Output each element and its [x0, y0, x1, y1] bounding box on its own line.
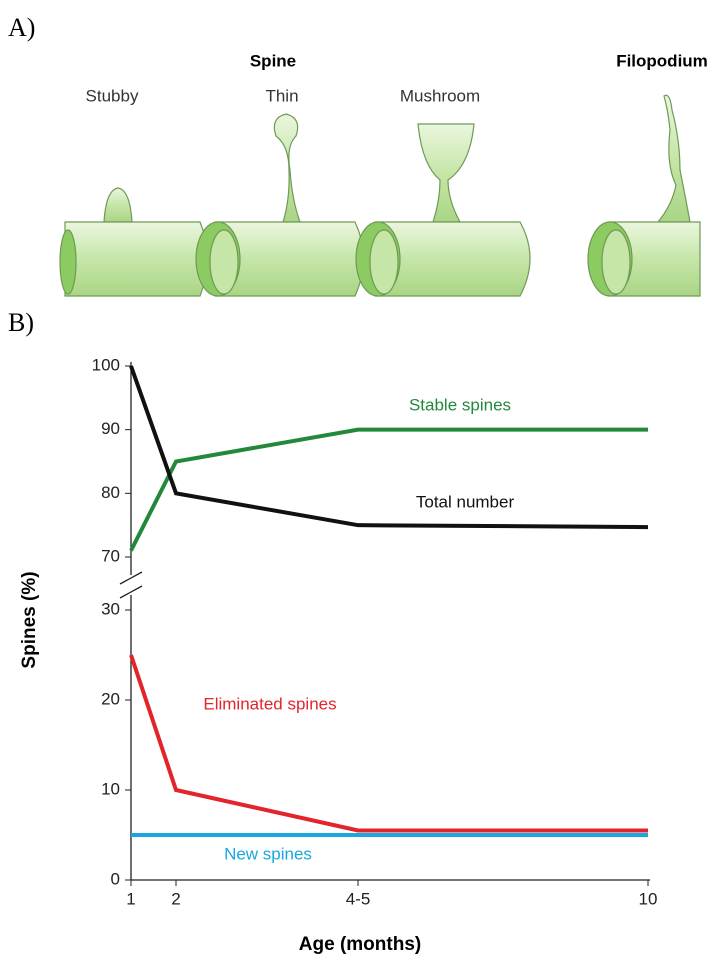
- diagram-label: Thin: [265, 86, 298, 105]
- series-label: New spines: [224, 844, 312, 863]
- series-line: [131, 366, 648, 527]
- x-tick-label: 10: [639, 889, 658, 908]
- panel-label: A): [8, 13, 35, 42]
- diagram-label: Stubby: [86, 86, 139, 105]
- axes: [120, 362, 650, 880]
- y-tick-label: 10: [101, 779, 120, 798]
- y-tick-label: 20: [101, 689, 120, 708]
- series-line: [131, 655, 648, 831]
- diagram-label: Filopodium: [616, 51, 708, 70]
- series-label: Stable spines: [409, 395, 511, 414]
- x-tick-label: 4-5: [346, 889, 371, 908]
- y-tick-label: 30: [101, 599, 120, 618]
- y-tick-label: 100: [92, 355, 120, 374]
- diagram-label: Mushroom: [400, 86, 480, 105]
- y-tick-label: 90: [101, 419, 120, 438]
- figure: A) B) Spine Stubby Thin Mushroom Filopod…: [0, 0, 716, 962]
- series-line: [131, 430, 648, 551]
- y-axis-label: Spines (%): [19, 571, 40, 668]
- series-label: Total number: [416, 492, 515, 511]
- x-axis-label: Age (months): [299, 934, 421, 955]
- diagram-label: Spine: [250, 51, 296, 70]
- panel-label: B): [8, 308, 34, 337]
- dendrite-diagram: [60, 95, 700, 296]
- y-tick-label: 80: [101, 483, 120, 502]
- series-label: Eliminated spines: [203, 694, 336, 713]
- x-tick-label: 2: [171, 889, 180, 908]
- y-tick-label: 70: [101, 546, 120, 565]
- y-tick-label: 0: [111, 869, 120, 888]
- x-tick-label: 1: [126, 889, 135, 908]
